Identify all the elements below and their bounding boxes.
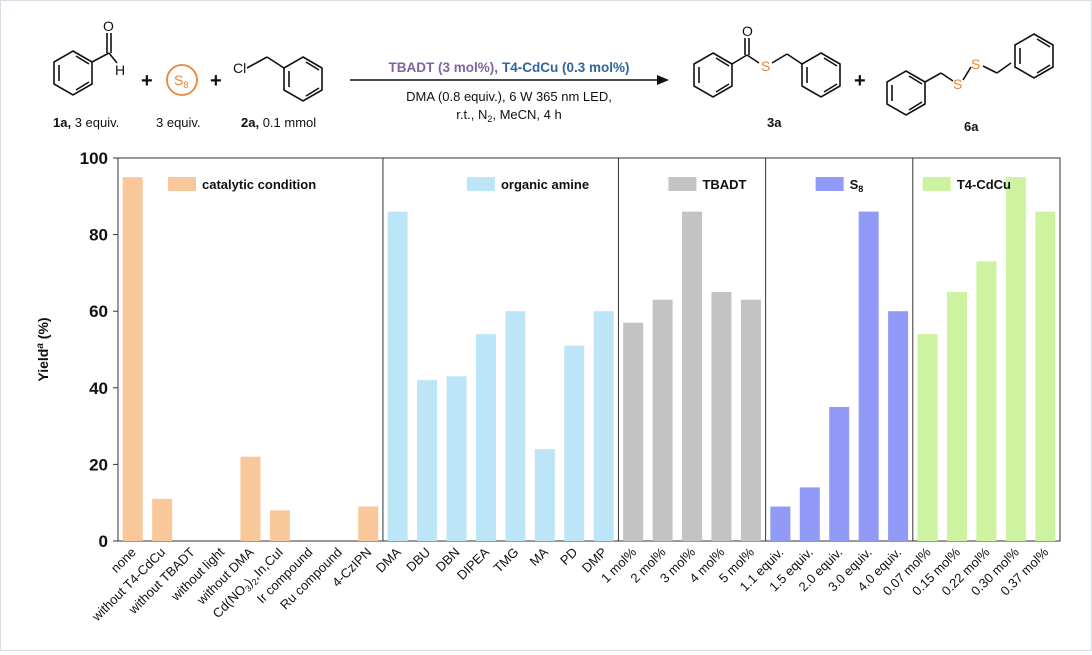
conditions-line-2: DMA (0.8 equiv.), 6 W 365 nm LED,: [406, 89, 612, 104]
bar: [417, 380, 438, 541]
legend-swatch: [922, 177, 951, 191]
y-tick-label: 60: [89, 302, 108, 321]
bar: [917, 334, 938, 541]
product-3a-label: 3a: [767, 115, 782, 130]
disulfide-structure: [886, 33, 1054, 116]
bar: [152, 498, 173, 541]
x-tick-label: TMG: [490, 545, 521, 576]
conditions-catalysts: TBADT (3 mol%), T4-CdCu (0.3 mol%): [388, 60, 629, 75]
bar: [269, 510, 290, 541]
product-6a-label: 6a: [964, 119, 979, 134]
thioester-o-atom: O: [742, 23, 753, 39]
legend-label: organic amine: [501, 177, 589, 192]
bar: [1035, 211, 1056, 541]
reagent-1a-label: 1a, 3 equiv.: [53, 115, 119, 130]
bar: [829, 406, 850, 541]
bar: [122, 177, 143, 541]
y-axis-label: Yielda (%): [35, 317, 51, 381]
s8-circle: [166, 64, 198, 96]
scheme-labels: O H 1a, 3 equiv. + S8 3 equiv. + Cl 2a, …: [53, 18, 980, 134]
bar: [564, 345, 585, 541]
bar: [770, 506, 791, 541]
bar: [858, 211, 879, 541]
thioester-structure: [693, 38, 841, 98]
legend-swatch: [668, 177, 697, 191]
aldehyde-h-atom: H: [115, 62, 125, 78]
legend-label: T4-CdCu: [957, 177, 1011, 192]
s8-glyph: S8: [174, 72, 188, 90]
plot-frame: [117, 157, 1061, 542]
bar: [240, 456, 261, 541]
bar: [888, 311, 909, 541]
chlorine-atom: Cl: [233, 60, 246, 76]
bar: [682, 211, 703, 541]
legend-label: S8: [850, 177, 864, 194]
bar: [799, 487, 820, 541]
benzaldehyde-structure: [53, 33, 118, 96]
disulfide-s-atom-1: S: [953, 76, 962, 92]
x-tick-label: MA: [527, 544, 552, 569]
bar: [711, 292, 732, 541]
bar: [976, 261, 997, 541]
x-tick-label: DIPEA: [454, 544, 492, 582]
y-tick-label: 40: [89, 379, 108, 398]
bar: [446, 376, 467, 541]
reaction-arrowhead: [657, 75, 669, 85]
disulfide-s-atom-2: S: [971, 56, 980, 72]
bar: [534, 449, 555, 541]
legend-label: catalytic condition: [202, 177, 316, 192]
conditions-line-3: r.t., N2, MeCN, 4 h: [456, 107, 561, 124]
plus-sign-1: +: [141, 70, 153, 92]
legend-swatch: [168, 177, 196, 191]
y-tick-label: 0: [99, 532, 108, 551]
bar: [1005, 177, 1026, 541]
x-tick-label: DBU: [403, 545, 433, 575]
thioester-s-atom: S: [761, 58, 770, 74]
reaction-scheme: [53, 33, 1054, 116]
x-tick-label: DMA: [373, 544, 404, 575]
bar: [358, 506, 379, 541]
bar: [652, 299, 673, 541]
bar: [475, 334, 496, 541]
y-tick-label: 100: [80, 149, 108, 168]
s8-equiv-label: 3 equiv.: [156, 115, 201, 130]
legend-swatch: [466, 177, 495, 191]
bar: [387, 211, 408, 541]
bar: [593, 311, 614, 541]
bar: [623, 322, 644, 541]
reagent-2a-label: 2a, 0.1 mmol: [241, 115, 316, 130]
y-tick-label: 20: [89, 455, 108, 474]
aldehyde-o-atom: O: [103, 18, 114, 34]
legend-label: TBADT: [702, 177, 746, 192]
bar: [740, 299, 761, 541]
benzyl-chloride-structure: [246, 56, 323, 102]
bar: [505, 311, 526, 541]
x-tick-label: PD: [557, 545, 580, 568]
y-tick-label: 80: [89, 226, 108, 245]
bar: [946, 292, 967, 541]
legend-swatch: [815, 177, 844, 191]
plus-sign-3: +: [854, 70, 866, 92]
plus-sign-2: +: [210, 70, 222, 92]
